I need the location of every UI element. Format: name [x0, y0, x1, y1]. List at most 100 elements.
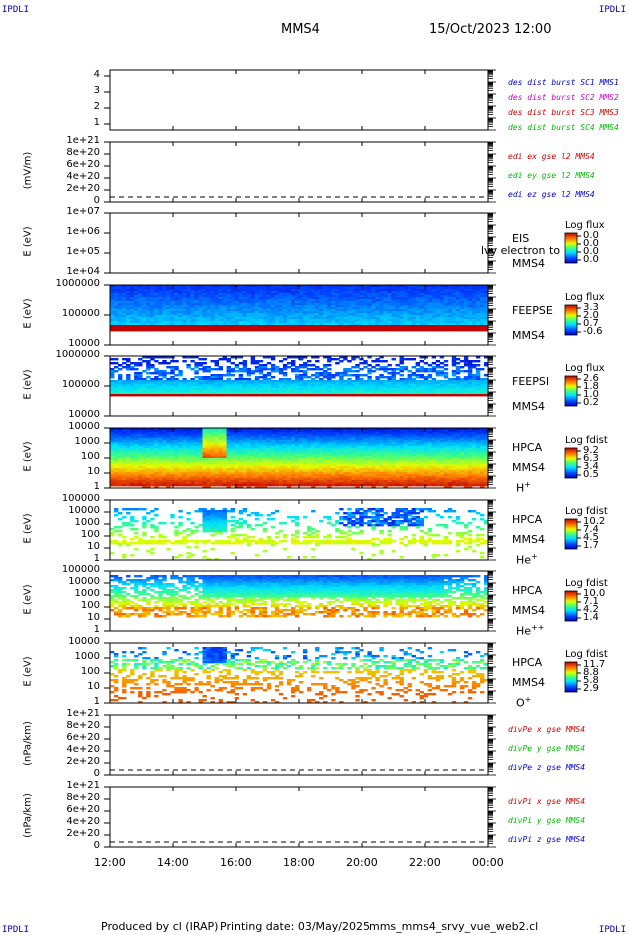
spectrogram-cell: [227, 374, 231, 376]
spectrogram-cell: [130, 394, 134, 396]
spectrogram-cell: [114, 370, 118, 372]
spectrogram-cell: [118, 368, 122, 370]
spectrogram-cell: [452, 374, 456, 376]
spectrogram-cell: [343, 374, 347, 376]
spectrogram-cell: [174, 368, 178, 370]
spectrogram-cell: [174, 484, 178, 486]
spectrogram-cell: [347, 374, 351, 376]
spectrogram-cell: [432, 329, 436, 331]
spectrogram-cell: [468, 394, 472, 396]
spectrogram-cell: [215, 394, 219, 396]
spectrogram-cell: [327, 368, 331, 370]
spectrogram-cell: [267, 329, 271, 331]
spectrogram-cell: [279, 372, 283, 374]
spectrogram-cell: [331, 394, 335, 396]
spectrogram-cell: [311, 364, 315, 366]
spectrogram-cell: [396, 372, 400, 374]
spectrogram-cell: [448, 394, 452, 396]
spectrogram-cell: [166, 362, 170, 364]
spectrogram-cell: [223, 329, 227, 331]
spectrogram-cell: [327, 360, 331, 362]
spectrogram-cell: [456, 372, 460, 374]
spectrogram-cell: [130, 362, 134, 364]
spectrogram-cell: [311, 374, 315, 376]
spectrogram-cell: [170, 372, 174, 374]
spectrogram-cell: [239, 394, 243, 396]
spectrogram-cell: [472, 360, 476, 362]
spectrogram-cell: [182, 394, 186, 396]
spectrogram-cell: [416, 376, 420, 378]
spectrogram-cell: [287, 362, 291, 364]
spectrogram-cell: [170, 394, 174, 396]
spectrogram-cell: [351, 394, 355, 396]
spectrogram-cell: [130, 484, 134, 486]
spectrogram-cell: [150, 358, 154, 360]
spectrogram-cell: [343, 358, 347, 360]
spectrogram-cell: [335, 362, 339, 364]
spectrogram-cell: [335, 329, 339, 331]
spectrogram-cell: [194, 366, 198, 368]
spectrogram-cell: [375, 394, 379, 396]
spectrogram-cell: [174, 394, 178, 396]
spectrogram-cell: [396, 394, 400, 396]
spectrogram-cell: [424, 394, 428, 396]
spectrogram-cell: [150, 484, 154, 486]
spectrogram-cell: [351, 370, 355, 372]
spectrogram-cell: [404, 358, 408, 360]
spectrogram-cell: [315, 329, 319, 331]
spectrogram-cell: [339, 329, 343, 331]
spectrogram-cell: [363, 329, 367, 331]
spectrogram-cell: [428, 329, 432, 331]
spectrogram-cell: [146, 394, 150, 396]
spectrogram-cell: [444, 368, 448, 370]
spectrogram-cell: [287, 329, 291, 331]
spectrogram-cell: [215, 364, 219, 366]
spectrogram-cell: [295, 329, 299, 331]
spectrogram-cell: [408, 329, 412, 331]
spectrogram-cell: [170, 360, 174, 362]
spectrogram-cell: [162, 484, 166, 486]
spectrogram-cell: [428, 394, 432, 396]
spectrogram-cell: [375, 364, 379, 366]
spectrogram-cell: [408, 394, 412, 396]
spectrogram-cell: [235, 394, 239, 396]
spectrogram-cell: [347, 370, 351, 372]
spectrogram-cell: [436, 374, 440, 376]
spectrogram-cell: [142, 394, 146, 396]
spectrogram-cell: [456, 394, 460, 396]
spectrogram-cell: [367, 364, 371, 366]
spectrogram-cell: [170, 329, 174, 331]
spectrogram-cell: [118, 364, 122, 366]
spectrogram-cell: [194, 484, 198, 486]
spectrogram-cell: [166, 394, 170, 396]
spectrogram-cell: [154, 394, 158, 396]
spectrogram-cell: [178, 484, 182, 486]
spectrogram-cell: [416, 364, 420, 366]
spectrogram-cell: [436, 366, 440, 368]
spectrogram-cell: [231, 484, 235, 486]
spectrogram-cell: [327, 364, 331, 366]
spectrogram-cell: [303, 329, 307, 331]
spectrogram-cell: [307, 329, 311, 331]
spectrogram-cell: [279, 394, 283, 396]
spectrogram-cell: [472, 329, 476, 331]
spectrogram-cell: [114, 329, 118, 331]
spectrogram-cell: [190, 360, 194, 362]
spectrogram-cell: [247, 394, 251, 396]
panel-frame: [110, 70, 488, 130]
spectrogram-cell: [400, 370, 404, 372]
spectrogram-cell: [359, 394, 363, 396]
spectrogram-cell: [331, 376, 335, 378]
spectrogram-cell: [190, 368, 194, 370]
spectrogram-cell: [215, 368, 219, 370]
spectrogram-cell: [134, 484, 138, 486]
spectrogram-cell: [199, 394, 203, 396]
spectrogram-cell: [114, 362, 118, 364]
spectrogram-cell: [178, 394, 182, 396]
spectrogram-cell: [243, 394, 247, 396]
spectrogram-cell: [251, 329, 255, 331]
spectrogram-cell: [219, 358, 223, 360]
spectrogram-cell: [359, 368, 363, 370]
spectrogram-cell: [335, 374, 339, 376]
spectrogram-cell: [480, 394, 484, 396]
